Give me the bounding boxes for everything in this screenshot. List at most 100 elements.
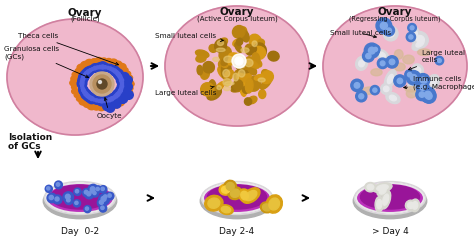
Ellipse shape	[252, 46, 265, 60]
Ellipse shape	[417, 35, 424, 43]
Ellipse shape	[221, 206, 231, 213]
Circle shape	[110, 93, 118, 102]
Circle shape	[380, 61, 385, 66]
Circle shape	[111, 91, 121, 101]
Circle shape	[77, 79, 87, 89]
Circle shape	[106, 103, 115, 112]
Ellipse shape	[381, 190, 391, 209]
Ellipse shape	[228, 187, 242, 200]
Ellipse shape	[208, 185, 266, 209]
Circle shape	[410, 74, 417, 81]
Circle shape	[99, 194, 109, 205]
Circle shape	[114, 94, 118, 98]
Ellipse shape	[252, 53, 260, 66]
Circle shape	[84, 190, 88, 194]
Ellipse shape	[87, 103, 96, 110]
Ellipse shape	[263, 204, 271, 211]
Ellipse shape	[196, 50, 209, 58]
Circle shape	[85, 190, 94, 199]
Ellipse shape	[224, 56, 233, 62]
Ellipse shape	[359, 60, 365, 67]
Ellipse shape	[236, 64, 245, 68]
Ellipse shape	[203, 61, 214, 73]
Ellipse shape	[85, 59, 93, 66]
Circle shape	[91, 68, 94, 71]
Ellipse shape	[224, 180, 237, 193]
Circle shape	[405, 70, 414, 80]
Circle shape	[422, 89, 436, 103]
Ellipse shape	[386, 92, 400, 103]
Ellipse shape	[376, 50, 389, 60]
Circle shape	[123, 79, 131, 87]
Ellipse shape	[238, 70, 245, 77]
Ellipse shape	[215, 39, 227, 52]
Circle shape	[119, 96, 126, 103]
Ellipse shape	[91, 59, 97, 63]
Ellipse shape	[203, 183, 271, 213]
Ellipse shape	[70, 80, 78, 86]
Ellipse shape	[363, 87, 376, 94]
Circle shape	[87, 192, 91, 196]
Circle shape	[94, 186, 102, 193]
Circle shape	[118, 84, 125, 92]
Ellipse shape	[248, 96, 257, 104]
Circle shape	[438, 59, 441, 62]
Circle shape	[103, 96, 111, 105]
Ellipse shape	[72, 89, 79, 94]
Circle shape	[408, 23, 416, 32]
Ellipse shape	[390, 95, 396, 101]
Ellipse shape	[122, 93, 130, 99]
Circle shape	[410, 26, 414, 30]
Circle shape	[85, 207, 89, 210]
Ellipse shape	[115, 99, 124, 106]
Circle shape	[109, 67, 112, 70]
Ellipse shape	[219, 205, 233, 214]
Circle shape	[117, 74, 125, 82]
Ellipse shape	[383, 86, 389, 92]
Ellipse shape	[50, 185, 109, 209]
Circle shape	[366, 53, 371, 59]
Circle shape	[90, 190, 93, 193]
Circle shape	[47, 193, 56, 203]
Text: Isolation: Isolation	[8, 133, 52, 142]
Circle shape	[107, 94, 117, 104]
Circle shape	[93, 63, 101, 71]
Ellipse shape	[201, 182, 273, 214]
Ellipse shape	[247, 46, 256, 55]
Ellipse shape	[238, 77, 249, 88]
Ellipse shape	[353, 183, 427, 219]
Ellipse shape	[387, 30, 394, 37]
Circle shape	[101, 63, 109, 71]
Ellipse shape	[216, 48, 225, 52]
Circle shape	[78, 75, 87, 84]
Circle shape	[124, 82, 132, 91]
Circle shape	[113, 89, 123, 100]
Circle shape	[376, 18, 392, 34]
Circle shape	[91, 96, 98, 103]
Text: Small luteal cells: Small luteal cells	[330, 30, 391, 38]
Text: Ovary: Ovary	[378, 7, 412, 17]
Circle shape	[89, 65, 96, 73]
Circle shape	[370, 85, 380, 95]
Ellipse shape	[379, 188, 386, 194]
Circle shape	[100, 186, 107, 193]
Ellipse shape	[409, 32, 422, 42]
Circle shape	[112, 96, 116, 99]
Ellipse shape	[230, 189, 240, 197]
Circle shape	[85, 92, 94, 102]
Ellipse shape	[413, 71, 419, 77]
Circle shape	[83, 73, 87, 77]
Text: Immune cells
(e.g. Macrophages): Immune cells (e.g. Macrophages)	[404, 76, 474, 90]
Circle shape	[117, 75, 127, 85]
Text: Ovary: Ovary	[220, 7, 254, 17]
Circle shape	[406, 32, 416, 42]
Ellipse shape	[262, 70, 271, 80]
Ellipse shape	[213, 57, 219, 61]
Text: (Regressing Corpus luteum): (Regressing Corpus luteum)	[349, 15, 441, 21]
Ellipse shape	[412, 37, 428, 51]
Circle shape	[79, 84, 86, 92]
Circle shape	[118, 94, 128, 103]
Circle shape	[103, 102, 111, 111]
Ellipse shape	[255, 74, 263, 80]
Circle shape	[105, 99, 109, 102]
